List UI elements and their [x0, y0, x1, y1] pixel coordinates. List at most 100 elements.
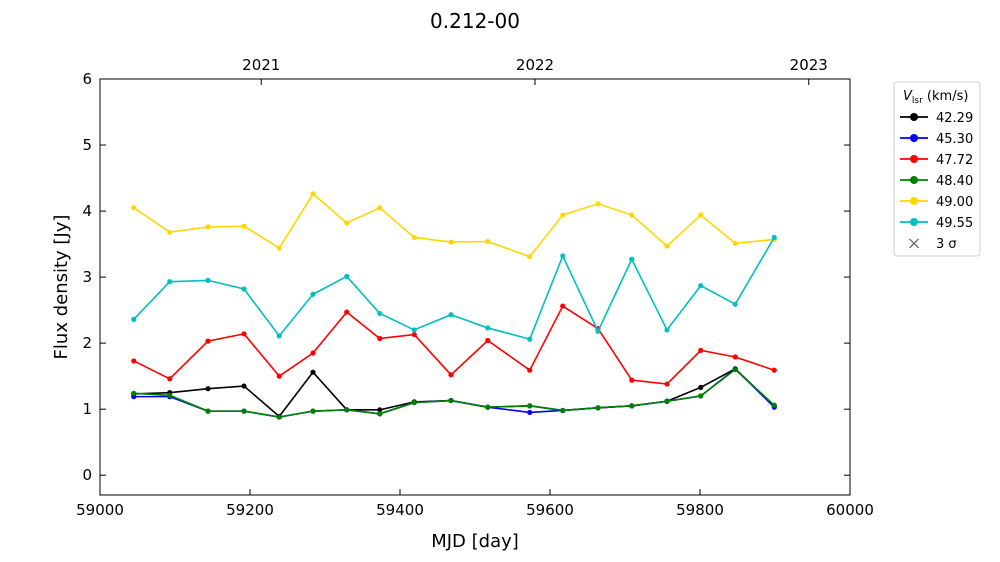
- legend-item: 47.72: [900, 153, 973, 168]
- data-point: [698, 212, 704, 218]
- x-axis-label: MJD [day]: [431, 531, 519, 552]
- legend-sigma-marker: ×: [906, 233, 921, 254]
- legend-marker: [910, 176, 918, 184]
- legend-marker: [910, 134, 918, 142]
- data-point: [344, 407, 350, 413]
- data-point: [698, 393, 704, 399]
- series-line: [133, 237, 775, 341]
- data-point: [771, 234, 777, 241]
- data-point: [276, 414, 282, 420]
- data-point: [664, 327, 670, 333]
- data-point: [527, 409, 533, 416]
- data-point: [448, 239, 454, 245]
- legend-label: 49.00: [936, 195, 973, 210]
- data-point: [131, 205, 137, 211]
- data-point: [310, 350, 316, 356]
- data-point: [241, 383, 247, 389]
- series-line: [133, 367, 775, 418]
- data-point: [310, 291, 316, 297]
- data-point: [664, 398, 670, 404]
- legend-label: 49.55: [936, 216, 973, 231]
- data-point: [629, 256, 635, 262]
- data-point: [485, 325, 491, 331]
- data-point: [241, 331, 247, 337]
- data-point: [411, 331, 417, 338]
- y-tick-label: 1: [82, 400, 92, 418]
- data-point: [241, 223, 247, 229]
- data-point: [411, 327, 417, 333]
- x-tick-label: 59200: [226, 501, 274, 519]
- data-point: [448, 312, 454, 318]
- data-point: [131, 390, 137, 396]
- y-tick-label: 6: [82, 70, 92, 88]
- data-point: [485, 404, 491, 410]
- data-point: [310, 408, 316, 414]
- data-point: [344, 220, 350, 226]
- series-line: [133, 305, 775, 385]
- y-axis-label: Flux density [Jy]: [51, 215, 72, 360]
- series-line: [133, 368, 775, 418]
- series-49.55: [131, 234, 777, 342]
- data-point: [310, 369, 316, 375]
- legend-marker: [910, 197, 918, 205]
- data-point: [629, 403, 635, 409]
- data-point: [377, 205, 383, 211]
- data-point: [664, 381, 670, 387]
- data-point: [629, 377, 635, 383]
- data-point: [560, 303, 566, 309]
- data-point: [205, 338, 211, 344]
- data-point: [771, 402, 777, 408]
- legend-item: 48.40: [900, 174, 973, 189]
- data-point: [448, 372, 454, 378]
- data-point: [595, 405, 601, 411]
- data-point: [527, 254, 533, 260]
- legend-item: 49.55: [900, 216, 973, 231]
- legend-item: 42.29: [900, 111, 973, 126]
- data-point: [276, 245, 282, 251]
- data-point: [560, 407, 566, 414]
- data-point: [485, 238, 491, 245]
- y-tick-label: 5: [82, 136, 92, 154]
- data-point: [131, 358, 137, 364]
- data-point: [411, 399, 417, 406]
- data-point: [527, 403, 533, 409]
- series-49.00: [131, 191, 777, 260]
- legend-item: 45.30: [900, 132, 973, 147]
- data-point: [732, 366, 738, 373]
- chart-title: 0.212-00: [430, 9, 520, 33]
- legend-item: 49.00: [900, 195, 973, 210]
- series-line: [133, 192, 775, 258]
- data-point: [276, 373, 282, 379]
- data-point: [377, 407, 383, 413]
- data-point: [732, 301, 738, 307]
- x-tick-label: 59000: [76, 501, 124, 519]
- data-point: [167, 376, 173, 382]
- data-point: [205, 386, 211, 392]
- data-point: [698, 384, 704, 390]
- data-point: [276, 333, 282, 339]
- top-year-label: 2022: [516, 56, 554, 74]
- data-point: [664, 243, 670, 249]
- data-point: [771, 367, 777, 373]
- legend-title-unit: (km/s): [923, 89, 969, 104]
- y-tick-label: 0: [82, 466, 92, 484]
- legend-marker: [910, 113, 918, 121]
- data-point: [698, 347, 704, 353]
- series-line: [133, 367, 775, 418]
- y-tick-label: 2: [82, 334, 92, 352]
- data-point: [411, 234, 417, 241]
- data-point: [448, 397, 454, 404]
- data-point: [527, 367, 533, 373]
- series-47.72: [131, 303, 777, 387]
- data-point: [344, 309, 350, 315]
- legend-marker: [910, 218, 918, 226]
- svg-text:Vlsr (km/s): Vlsr (km/s): [903, 89, 968, 106]
- data-point: [485, 337, 491, 344]
- legend-label: 48.40: [936, 174, 973, 189]
- series-48.40: [131, 366, 777, 420]
- data-point: [595, 328, 601, 334]
- data-point: [560, 212, 566, 218]
- data-point: [344, 273, 350, 280]
- data-point: [205, 408, 211, 414]
